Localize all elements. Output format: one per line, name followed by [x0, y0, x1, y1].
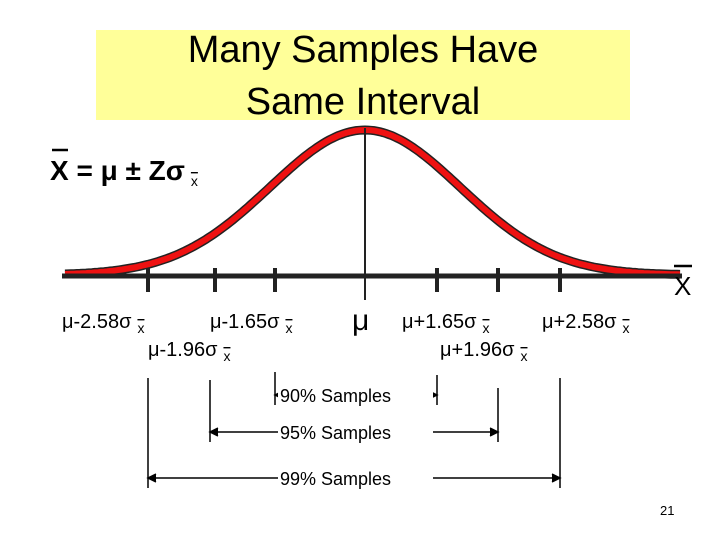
formula-sub: x: [191, 173, 198, 189]
title-box: [96, 30, 630, 120]
tick-label-sub: x: [520, 348, 527, 364]
tick-label: μ-1.65σ x: [210, 311, 292, 336]
curve-outline: [64, 125, 681, 279]
tick-label: μ-2.58σ x: [62, 311, 144, 336]
axis-label: X: [674, 271, 691, 301]
title-line: Same Interval: [246, 81, 480, 123]
arrow-head: [208, 427, 219, 437]
tick-label-sub: x: [285, 320, 292, 336]
label-bg: [278, 420, 433, 444]
arrow-head: [551, 473, 562, 483]
tick-label-sub: x: [622, 320, 629, 336]
center-label: μ: [352, 304, 369, 337]
tick-label-text: μ-1.96σ: [148, 339, 218, 361]
label-bg: [278, 383, 433, 407]
interval-label: 90% Samples: [280, 386, 391, 406]
tick-label: μ-1.96σ x: [148, 339, 230, 364]
tick-labels: μ-2.58σ x μ-1.65σ xμ-1.96σ xμ+1.65σ x μ+2.58σ x…: [62, 311, 629, 364]
arrow-head: [489, 427, 500, 437]
formula-text: X = μ ± Zσ: [50, 155, 185, 186]
formula: X = μ ± Zσ x: [50, 155, 198, 189]
tick-label: μ+1.96σ x: [440, 339, 527, 364]
tick-label-sub: x: [137, 320, 144, 336]
tick-label-text: μ+2.58σ: [542, 311, 617, 333]
title-line: Many Samples Have: [188, 29, 539, 71]
tick-label-sub: x: [223, 348, 230, 364]
interval-label: 95% Samples: [280, 423, 391, 443]
tick-label-text: μ-1.65σ: [210, 311, 280, 333]
tick-label-text: μ+1.96σ: [440, 339, 515, 361]
tick-label: μ+2.58σ x: [542, 311, 629, 336]
interval-label: 99% Samples: [280, 469, 391, 489]
interval-brackets: 90% Samples 95% Samples 99% Samples: [146, 372, 562, 490]
tick-label-text: μ-2.58σ: [62, 311, 132, 333]
normal-curve: [62, 125, 682, 300]
page-number: 21: [660, 503, 674, 518]
label-bg: [278, 466, 433, 490]
curve: [64, 126, 681, 278]
tick-label-text: μ+1.65σ: [402, 311, 477, 333]
tick-label: μ+1.65σ x: [402, 311, 489, 336]
arrow-head: [146, 473, 157, 483]
tick-label-sub: x: [482, 320, 489, 336]
